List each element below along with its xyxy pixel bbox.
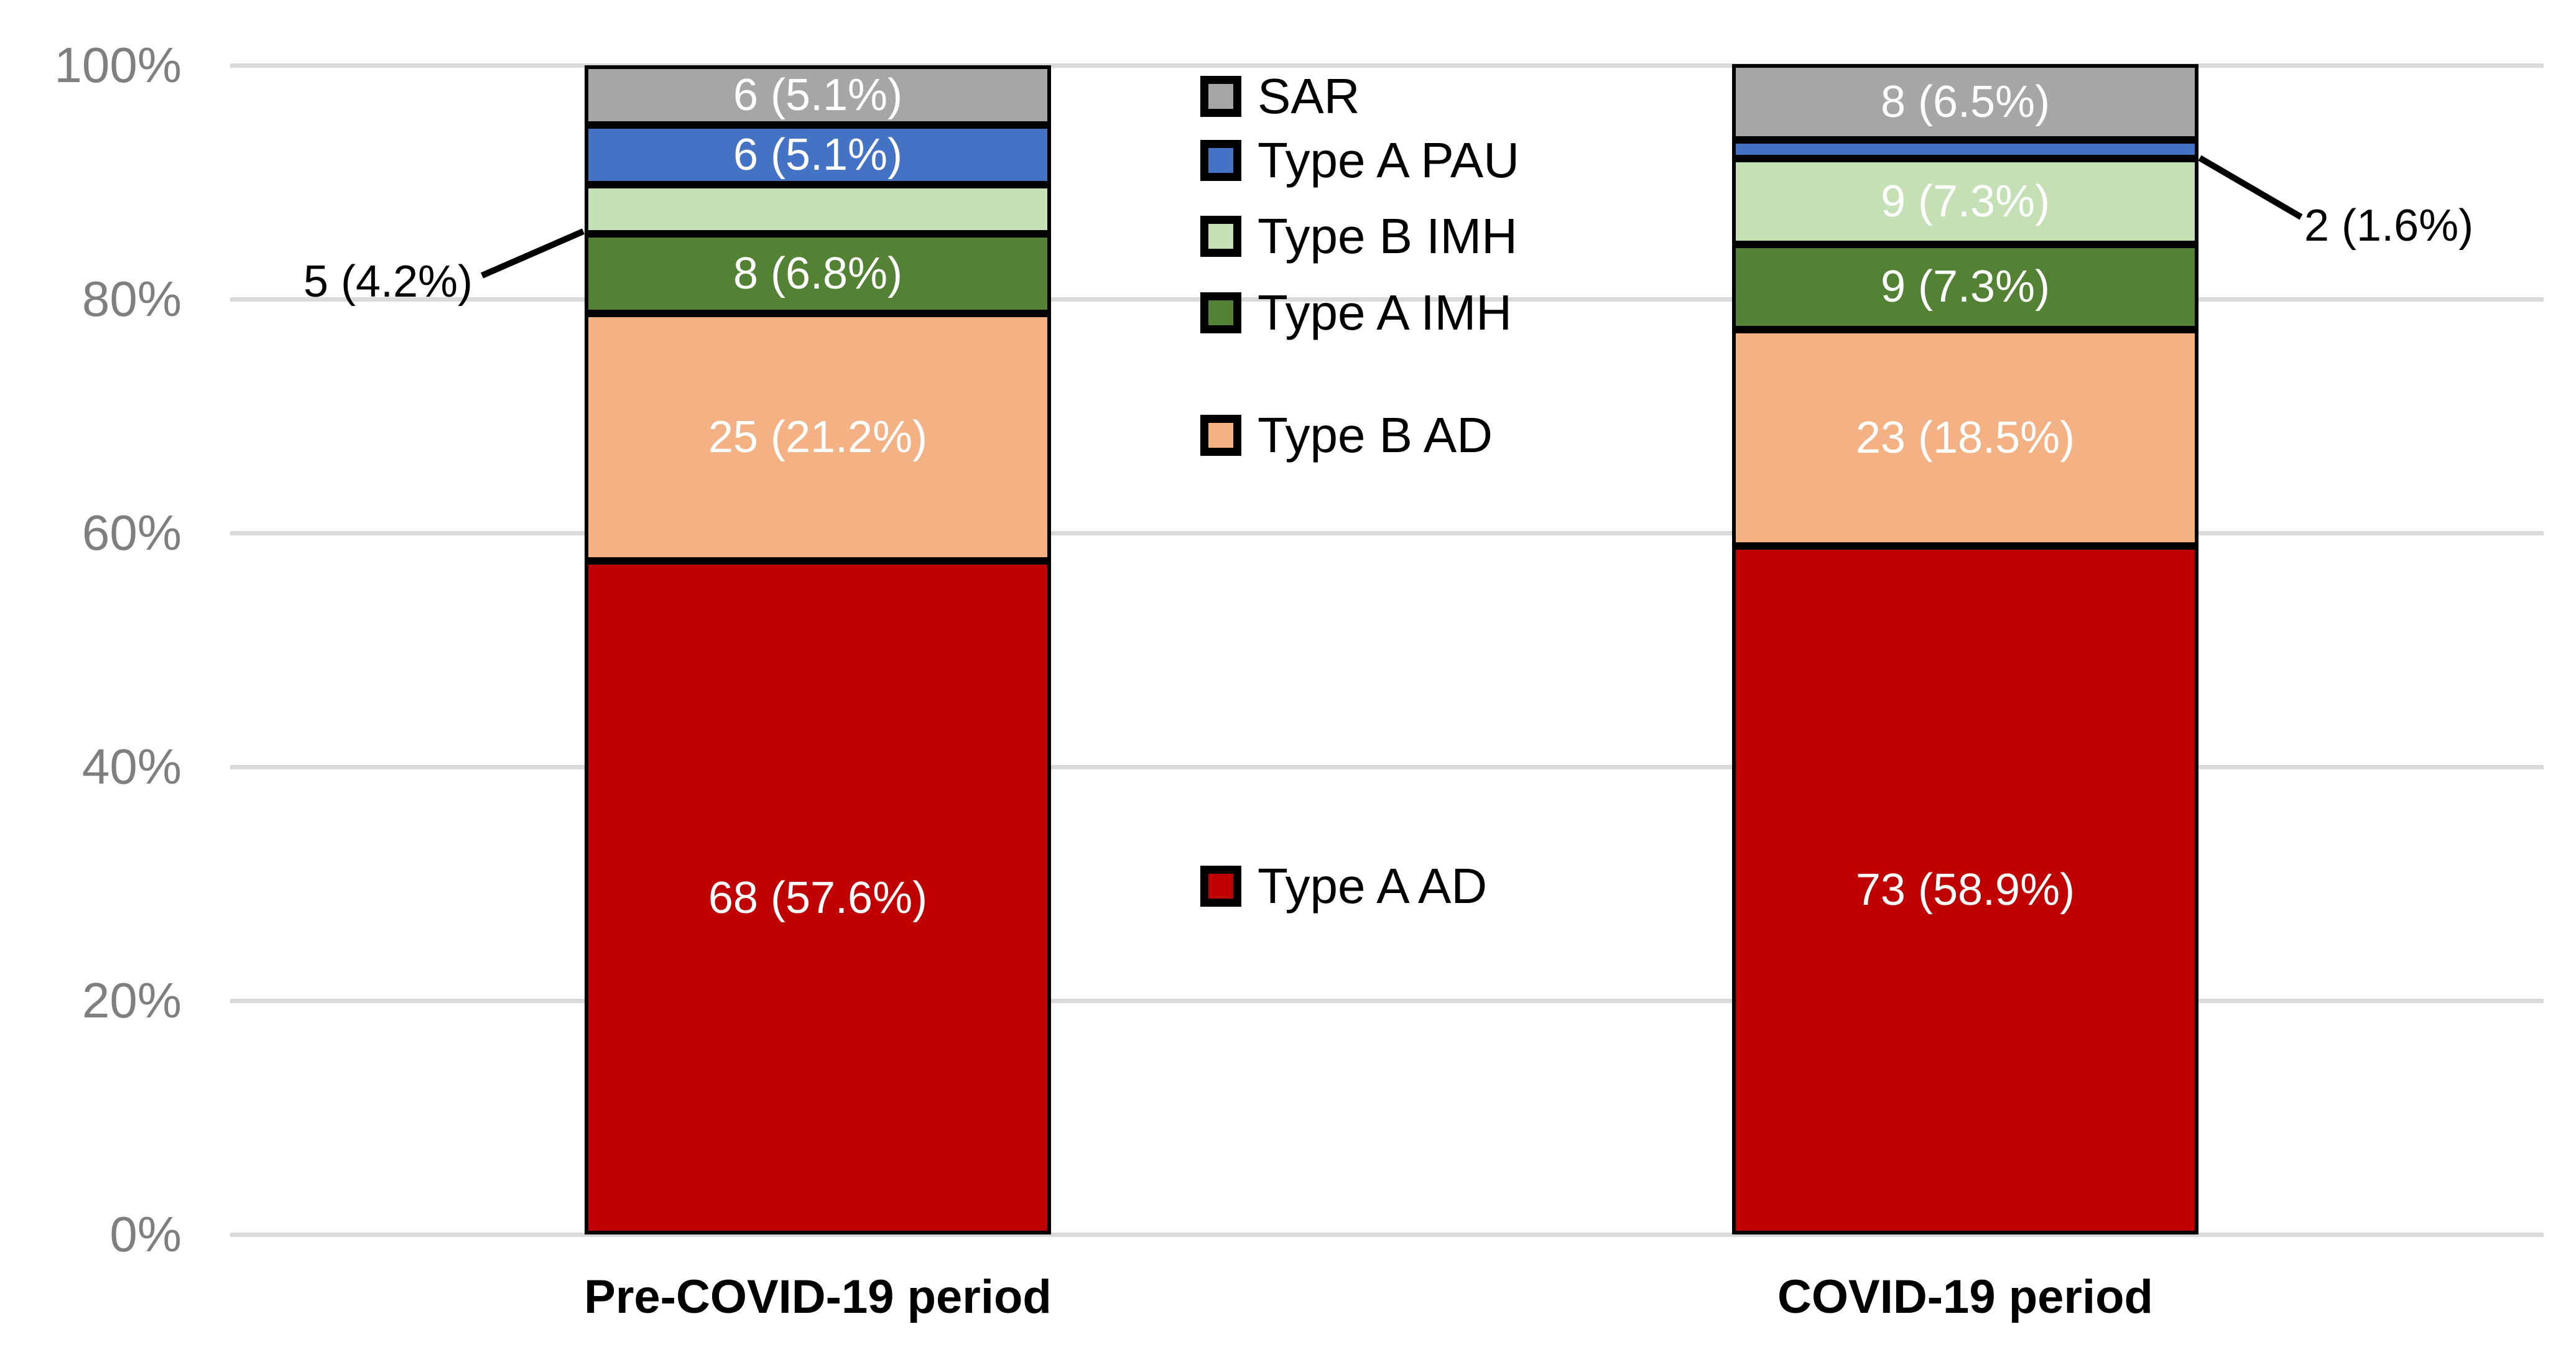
segment-type-a-ad-covid-19-period: 73 (58.9%) bbox=[1732, 545, 2198, 1234]
segment-sar-pre-covid-19-period: 6 (5.1%) bbox=[585, 65, 1051, 125]
callout-label-type-b-imh-pre-covid: 5 (4.2%) bbox=[303, 257, 473, 307]
legend-label: Type B IMH bbox=[1258, 208, 1517, 264]
y-tick-80: 80% bbox=[81, 271, 182, 326]
segment-value-label: 9 (7.3%) bbox=[1880, 262, 2050, 312]
legend-item-type-b-ad: Type B AD bbox=[1200, 409, 1493, 461]
segment-type-a-pau-covid-19-period bbox=[1732, 140, 2198, 159]
gridline-0pct bbox=[230, 1233, 2544, 1237]
stacked-bar-pre-covid-19-period: 68 (57.6%) 25 (21.2%) 8 (6.8%) 6 (5.1%) 6 (5… bbox=[585, 65, 1051, 1234]
legend-item-type-a-ad: Type A AD bbox=[1200, 860, 1487, 912]
segment-type-a-ad-pre-covid-19-period: 68 (57.6%) bbox=[585, 561, 1051, 1234]
legend-item-sar: SAR bbox=[1200, 70, 1360, 123]
legend-label: Type B AD bbox=[1258, 407, 1493, 463]
gridline-20pct bbox=[230, 999, 2544, 1003]
segment-type-b-imh-covid-19-period: 9 (7.3%) bbox=[1732, 159, 2198, 244]
segment-value-label: 8 (6.8%) bbox=[733, 248, 903, 299]
segment-type-a-pau-pre-covid-19-period: 6 (5.1%) bbox=[585, 124, 1051, 185]
legend-item-type-a-imh: Type A IMH bbox=[1200, 287, 1512, 339]
segment-type-b-imh-pre-covid-19-period bbox=[585, 184, 1051, 234]
legend-label: SAR bbox=[1258, 68, 1360, 124]
sar-legend-swatch-icon bbox=[1200, 76, 1241, 117]
segment-value-label: 6 (5.1%) bbox=[733, 129, 903, 180]
segment-type-b-ad-pre-covid-19-period: 25 (21.2%) bbox=[585, 313, 1051, 562]
x-category-label-pre-covid: Pre-COVID-19 period bbox=[584, 1271, 1052, 1323]
type-a-imh-legend-swatch-icon bbox=[1200, 292, 1241, 333]
segment-value-label: 23 (18.5%) bbox=[1855, 412, 2075, 463]
segment-value-label: 68 (57.6%) bbox=[708, 873, 928, 923]
segment-value-label: 25 (21.2%) bbox=[708, 412, 928, 462]
legend-item-type-a-pau: Type A PAU bbox=[1200, 134, 1519, 187]
type-b-ad-legend-swatch-icon bbox=[1200, 415, 1241, 456]
segment-type-a-imh-covid-19-period: 9 (7.3%) bbox=[1732, 244, 2198, 330]
segment-value-label: 9 (7.3%) bbox=[1880, 177, 2050, 227]
stacked-bar-covid-19-period: 73 (58.9%) 23 (18.5%) 9 (7.3%) 9 (7.3%) 8 (6… bbox=[1732, 64, 2198, 1234]
gridline-60pct bbox=[230, 531, 2544, 535]
segment-value-label: 6 (5.1%) bbox=[733, 70, 903, 120]
type-a-pau-legend-swatch-icon bbox=[1200, 140, 1241, 181]
gridline-100pct bbox=[230, 63, 2544, 68]
gridline-40pct bbox=[230, 765, 2544, 769]
legend-label: Type A PAU bbox=[1258, 132, 1519, 188]
y-tick-20: 20% bbox=[81, 973, 182, 1028]
legend-label: Type A IMH bbox=[1258, 285, 1513, 340]
segment-type-a-imh-pre-covid-19-period: 8 (6.8%) bbox=[585, 233, 1051, 313]
x-category-label-covid: COVID-19 period bbox=[1777, 1271, 2153, 1323]
callout-label-type-a-pau-covid: 2 (1.6%) bbox=[2304, 201, 2474, 251]
y-tick-100: 100% bbox=[54, 37, 182, 93]
segment-value-label: 8 (6.5%) bbox=[1880, 77, 2050, 127]
type-b-imh-legend-swatch-icon bbox=[1200, 216, 1241, 257]
legend-label: Type A AD bbox=[1258, 858, 1488, 914]
plot-area: 68 (57.6%) 25 (21.2%) 8 (6.8%) 6 (5.1%) 6 (5… bbox=[230, 64, 2544, 1234]
y-tick-0: 0% bbox=[109, 1206, 182, 1262]
segment-value-label: 73 (58.9%) bbox=[1855, 865, 2075, 915]
y-tick-40: 40% bbox=[81, 739, 182, 794]
segment-sar-covid-19-period: 8 (6.5%) bbox=[1732, 64, 2198, 141]
segment-type-b-ad-covid-19-period: 23 (18.5%) bbox=[1732, 329, 2198, 546]
y-tick-60: 60% bbox=[81, 505, 182, 560]
legend-item-type-b-imh: Type B IMH bbox=[1200, 210, 1517, 262]
type-a-ad-legend-swatch-icon bbox=[1200, 866, 1241, 907]
gridline-80pct bbox=[230, 297, 2544, 302]
